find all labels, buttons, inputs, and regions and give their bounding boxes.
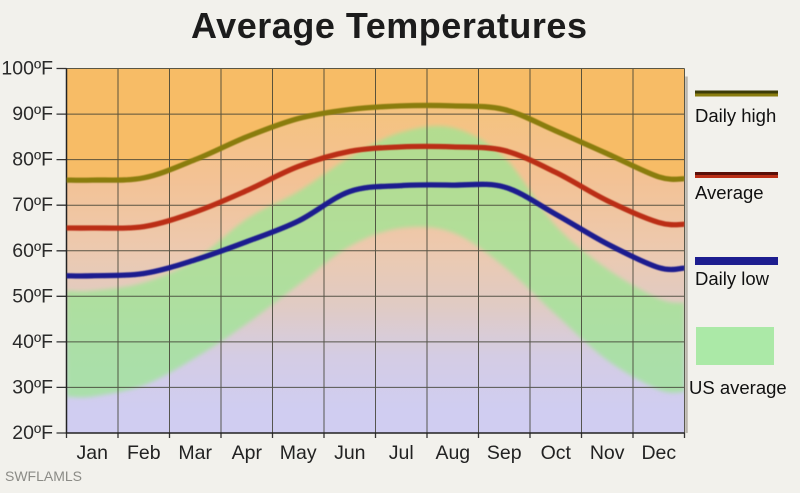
svg-text:20ºF: 20ºF xyxy=(12,422,53,444)
svg-text:90ºF: 90ºF xyxy=(12,103,53,125)
svg-text:Average: Average xyxy=(695,182,764,203)
svg-text:Apr: Apr xyxy=(232,442,263,464)
svg-text:Jul: Jul xyxy=(389,442,414,464)
svg-text:Oct: Oct xyxy=(541,442,572,464)
svg-text:Sep: Sep xyxy=(487,442,522,464)
svg-text:Dec: Dec xyxy=(641,442,676,464)
svg-text:Nov: Nov xyxy=(590,442,625,464)
svg-text:100ºF: 100ºF xyxy=(1,58,53,80)
svg-text:70ºF: 70ºF xyxy=(12,194,53,216)
svg-text:40ºF: 40ºF xyxy=(12,331,53,353)
svg-text:50ºF: 50ºF xyxy=(12,285,53,307)
svg-text:60ºF: 60ºF xyxy=(12,240,53,262)
svg-text:Daily high: Daily high xyxy=(695,105,776,126)
svg-text:Feb: Feb xyxy=(127,442,161,464)
svg-text:Daily low: Daily low xyxy=(695,268,770,289)
svg-text:May: May xyxy=(280,442,317,464)
svg-text:US average: US average xyxy=(689,377,787,398)
svg-text:30ºF: 30ºF xyxy=(12,376,53,398)
svg-text:Aug: Aug xyxy=(435,442,470,464)
svg-text:SWFLAMLS: SWFLAMLS xyxy=(5,468,82,484)
svg-text:Jun: Jun xyxy=(334,442,365,464)
svg-text:Average Temperatures: Average Temperatures xyxy=(191,5,587,46)
svg-text:80ºF: 80ºF xyxy=(12,149,53,171)
svg-text:Jan: Jan xyxy=(76,442,107,464)
svg-text:Mar: Mar xyxy=(178,442,212,464)
